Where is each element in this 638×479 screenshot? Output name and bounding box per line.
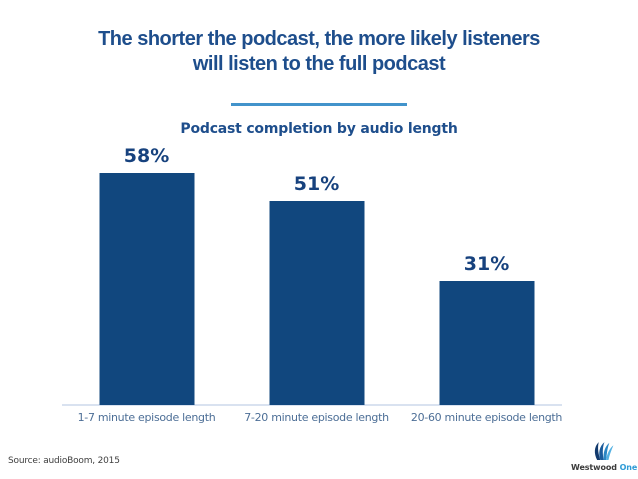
bar xyxy=(99,173,194,405)
title-divider xyxy=(231,103,407,106)
chart-title: Podcast completion by audio length xyxy=(180,121,458,137)
bar xyxy=(439,281,534,405)
logo-text-one: One xyxy=(619,463,638,472)
slide-title: The shorter the podcast, the more likely… xyxy=(0,27,638,77)
bar-column: 51% xyxy=(232,145,402,405)
slide-title-line2: will listen to the full podcast xyxy=(192,53,446,75)
category-label: 7-20 minute episode length xyxy=(244,411,389,424)
logo-wordmark: Westwood One xyxy=(571,463,637,472)
bar-value-label: 58% xyxy=(123,145,170,167)
westwood-one-wave-icon xyxy=(594,442,614,460)
bar xyxy=(269,201,364,405)
bar-column: 31% xyxy=(402,145,572,405)
bar-value-label: 31% xyxy=(463,253,510,275)
bar-value-label: 51% xyxy=(293,173,340,195)
category-label: 1-7 minute episode length xyxy=(77,411,216,424)
bar-chart: 58% 1-7 minute episode length 51% 7-20 minu… xyxy=(62,145,562,445)
westwood-one-logo: Westwood One xyxy=(571,440,637,472)
source-note: Source: audioBoom, 2015 xyxy=(8,456,120,466)
x-axis-line xyxy=(62,404,562,406)
category-label: 20-60 minute episode length xyxy=(410,411,563,424)
slide-title-line1: The shorter the podcast, the more likely… xyxy=(98,28,540,50)
logo-text-westwood: Westwood xyxy=(571,463,617,472)
bar-column: 58% xyxy=(62,145,232,405)
